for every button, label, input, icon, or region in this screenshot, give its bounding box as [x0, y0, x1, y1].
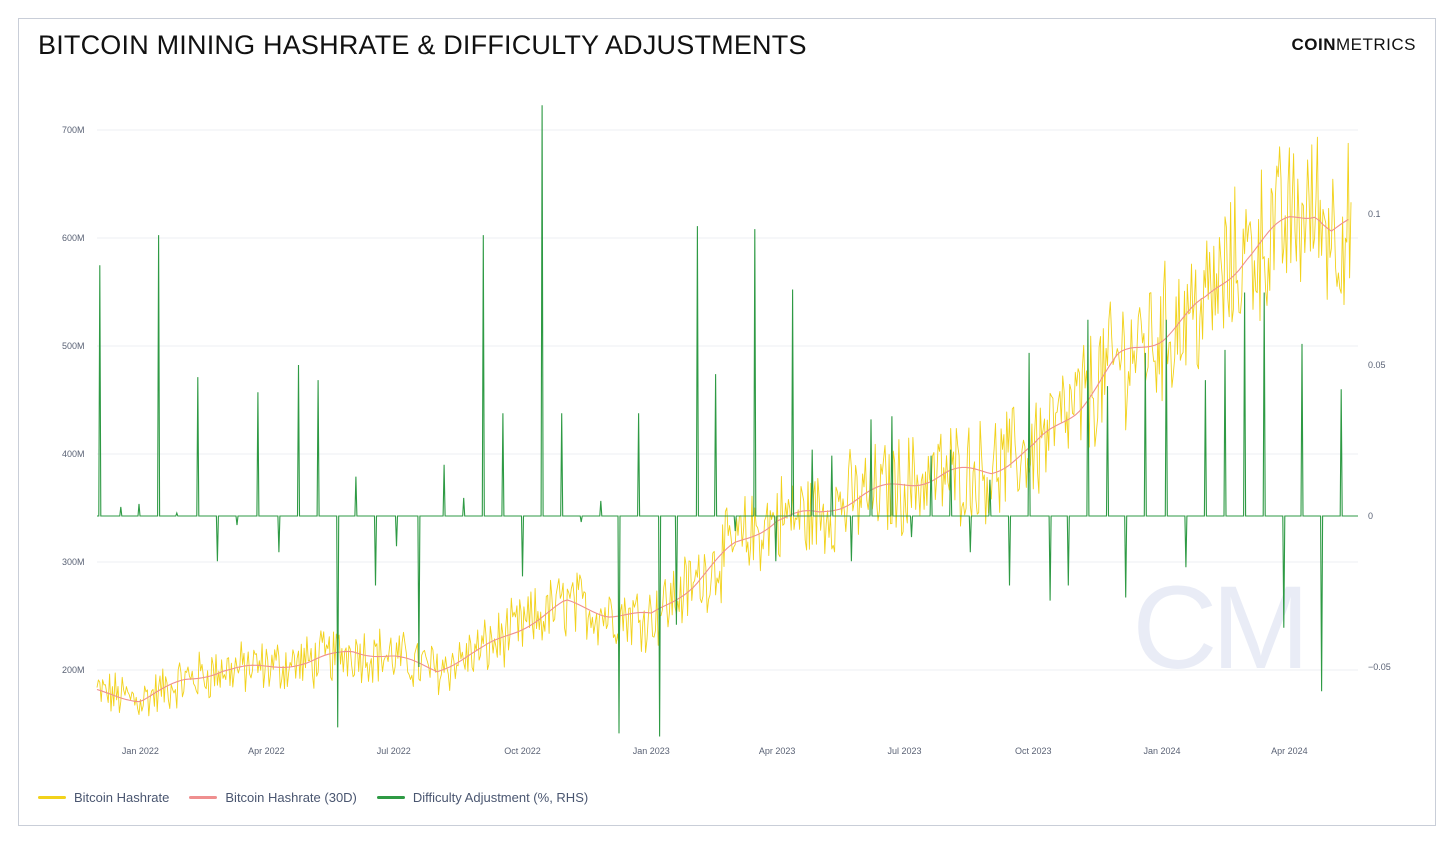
x-tick-label: Apr 2022 [248, 746, 285, 756]
legend-swatch-hashrate [38, 796, 66, 799]
grid-lines [97, 129, 1358, 671]
difficulty-line [97, 105, 1358, 737]
chart-legend: Bitcoin Hashrate Bitcoin Hashrate (30D) … [38, 790, 588, 805]
chart-frame [18, 18, 1436, 826]
y-right-tick-label: 0.05 [1368, 360, 1386, 370]
legend-label-hashrate-30d: Bitcoin Hashrate (30D) [225, 790, 357, 805]
chart-title: BITCOIN MINING HASHRATE & DIFFICULTY ADJ… [38, 30, 807, 60]
axis-labels: 200M 300M 400M 500M 600M 700M −0.05 0 0.05 0.1 Jan… [62, 125, 1391, 756]
series-bitcoin-hashrate-30d [96, 216, 1349, 703]
legend-item-hashrate[interactable]: Bitcoin Hashrate [38, 790, 169, 805]
hashrate-30d-line [96, 216, 1349, 703]
x-tick-label: Jan 2022 [122, 746, 159, 756]
x-tick-label: Jul 2022 [377, 746, 411, 756]
legend-item-difficulty[interactable]: Difficulty Adjustment (%, RHS) [376, 790, 589, 805]
legend-label-difficulty: Difficulty Adjustment (%, RHS) [412, 790, 589, 805]
hashrate-line [96, 136, 1352, 717]
legend-swatch-hashrate-30d [189, 796, 218, 799]
brand-logo-light: METRICS [1336, 35, 1416, 54]
x-tick-label: Apr 2023 [759, 746, 796, 756]
watermark: CM [1132, 562, 1310, 694]
x-tick-label: Apr 2024 [1271, 746, 1308, 756]
series-bitcoin-hashrate [96, 136, 1352, 717]
y-left-tick-label: 300M [62, 557, 85, 567]
y-left-tick-label: 600M [62, 233, 85, 243]
y-left-tick-label: 400M [62, 449, 85, 459]
x-tick-label: Jan 2023 [633, 746, 670, 756]
y-right-tick-label: 0.1 [1368, 209, 1381, 219]
x-tick-label: Oct 2022 [504, 746, 541, 756]
x-tick-label: Jul 2023 [888, 746, 922, 756]
x-tick-label: Oct 2023 [1015, 746, 1052, 756]
y-left-tick-label: 200M [62, 665, 85, 675]
brand-logo: COINMETRICS [1292, 35, 1417, 55]
legend-swatch-difficulty [376, 796, 405, 799]
legend-label-hashrate: Bitcoin Hashrate [74, 790, 170, 805]
series-difficulty-adjustment [97, 105, 1358, 737]
y-right-tick-label: 0 [1368, 511, 1373, 521]
y-left-tick-label: 700M [62, 125, 85, 135]
y-right-tick-label: −0.05 [1368, 662, 1391, 672]
brand-logo-bold: COIN [1291, 35, 1336, 54]
watermark-text: CM [1132, 562, 1304, 694]
x-tick-label: Jan 2024 [1144, 746, 1181, 756]
legend-item-hashrate-30d[interactable]: Bitcoin Hashrate (30D) [189, 790, 357, 805]
y-left-tick-label: 500M [62, 341, 85, 351]
